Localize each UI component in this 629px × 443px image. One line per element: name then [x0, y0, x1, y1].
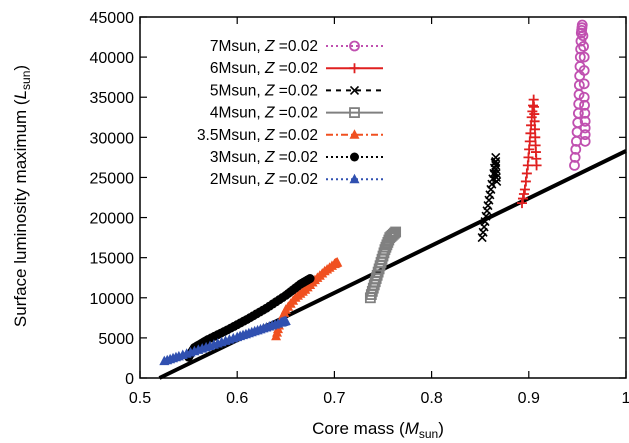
data-point [579, 115, 591, 127]
data-point [569, 160, 580, 171]
data-point [579, 122, 591, 134]
data-point [578, 91, 590, 103]
x-tick-label: 1 [622, 390, 629, 407]
data-point [578, 41, 589, 52]
x-tick-label: 0.5 [129, 390, 151, 407]
data-point [569, 151, 581, 163]
data-point [521, 168, 532, 179]
legend-marker [349, 129, 360, 139]
y-tick-label: 30000 [90, 130, 135, 147]
data-point [378, 247, 390, 259]
y-tick-label: 40000 [90, 50, 135, 67]
data-point [491, 156, 501, 166]
x-tick-label: 0.8 [420, 390, 442, 407]
y-tick-label: 10000 [90, 291, 135, 308]
data-point [387, 228, 399, 240]
legend-marker [349, 173, 360, 184]
legend: 7Msun, Z =0.02 6Msun, Z =0.02 5Msun, Z =0.… [197, 38, 383, 188]
data-point [305, 274, 315, 284]
y-tick-label: 45000 [90, 10, 135, 27]
legend-label: 2Msun, Z =0.02 [210, 171, 318, 188]
data-point [516, 198, 527, 209]
data-point [578, 51, 590, 63]
y-tick-label: 25000 [90, 170, 135, 187]
data-point [578, 65, 590, 76]
data-point [280, 315, 291, 326]
plot-frame [139, 16, 627, 379]
legend-label: 3Msun, Z =0.02 [210, 149, 318, 166]
legend-label: 5Msun, Z =0.02 [210, 82, 318, 99]
y-tick-label: 20000 [90, 211, 135, 228]
data-point [576, 19, 588, 31]
series-4msun [364, 226, 402, 304]
data-point [517, 193, 528, 204]
x-tick-label: 0.6 [226, 390, 248, 407]
legend-marker [349, 107, 360, 118]
data-point [492, 176, 502, 187]
x-tick-label: 0.7 [323, 390, 345, 407]
legend-marker [349, 40, 360, 52]
x-tick-label: 0.9 [518, 390, 540, 407]
legend-marker [349, 85, 360, 95]
data-point [332, 256, 343, 267]
data-point [579, 129, 591, 141]
data-point [519, 184, 530, 195]
data-point [518, 189, 529, 200]
data-point [386, 229, 398, 241]
data-point [390, 226, 402, 238]
legend-label: 3.5Msun, Z =0.02 [197, 127, 318, 144]
x-axis-title: Core mass (Msun) [312, 419, 444, 441]
y-tick-label: 5000 [98, 331, 134, 348]
data-point [491, 152, 501, 162]
data-point [570, 143, 582, 155]
series-6msun [516, 94, 542, 209]
legend-label: 7Msun, Z =0.02 [210, 38, 318, 55]
legend-label: 6Msun, Z =0.02 [210, 60, 318, 77]
y-tick-label: 35000 [90, 90, 135, 107]
data-point [579, 135, 591, 147]
data-point [575, 35, 587, 47]
data-point [389, 227, 400, 239]
data-point [577, 30, 589, 42]
data-point [491, 160, 501, 170]
series-5msun [477, 152, 502, 243]
series-7msun [569, 19, 591, 171]
data-point [578, 78, 590, 90]
y-axis-title: Surface luminosity maximum (Lsun) [11, 65, 33, 327]
y-tick-label: 15000 [90, 251, 135, 268]
legend-label: 4Msun, Z =0.02 [210, 105, 318, 122]
legend-marker [349, 63, 360, 74]
data-point [579, 107, 591, 119]
data-point [574, 51, 586, 63]
y-tick-label: 0 [125, 371, 134, 388]
data-point [531, 160, 542, 171]
data-point [520, 176, 531, 187]
series-2msun [159, 315, 291, 366]
legend-marker [350, 152, 359, 162]
data-point [579, 99, 590, 111]
